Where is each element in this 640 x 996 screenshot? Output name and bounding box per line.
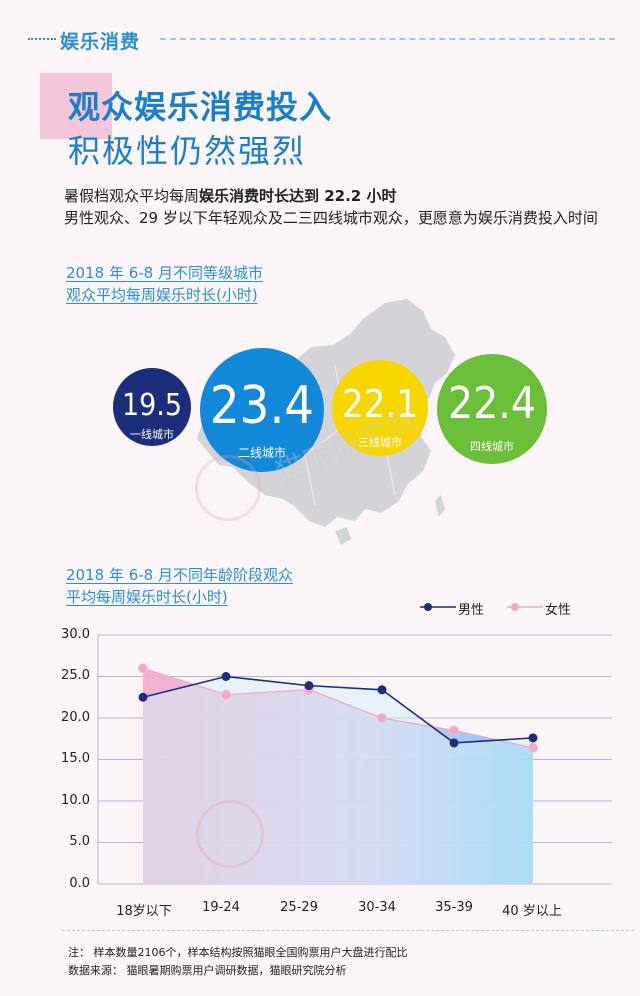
age-title-line2: 平均每周娱乐时长(小时) — [66, 588, 228, 606]
male-point — [138, 692, 148, 702]
bubble-tier3-label: 三线城市 — [358, 436, 402, 449]
ytick-25: 25.0 — [61, 668, 90, 683]
male-point — [304, 681, 314, 691]
headline-line2: 积极性仍然强烈 — [68, 132, 307, 170]
ytick-30: 30.0 — [61, 627, 90, 642]
xtick-2: 19-24 — [202, 900, 240, 915]
summary-line1: 暑假档观众平均每周娱乐消费时长达到 22.2 小时 — [64, 185, 396, 206]
bubble-tier2-value: 23.4 — [209, 376, 315, 436]
legend-male-swatch — [420, 603, 456, 611]
bubble-tier3: 22.1 三线城市 — [332, 360, 428, 456]
female-point — [448, 725, 460, 736]
xtick-1: 18岁以下 — [116, 904, 172, 919]
bubble-tier1-value: 19.5 — [121, 388, 183, 423]
legend-male-label: 男性 — [458, 603, 485, 618]
xtick-4: 30-34 — [358, 900, 396, 915]
bubble-tier4-value: 22.4 — [447, 378, 537, 429]
section-tag: 娱乐消费 — [60, 31, 141, 53]
male-point — [221, 672, 231, 681]
summary-line1-bold: 娱乐消费时长达到 22.2 小时 — [199, 187, 397, 205]
city-section-title: 2018 年 6-8 月不同等级城市 观众平均每周娱乐时长(小时) — [66, 262, 263, 306]
bubble-tier2-label: 二线城市 — [237, 446, 286, 460]
headline-line1: 观众娱乐消费投入 — [68, 88, 333, 126]
male-line — [142, 675, 534, 744]
ytick-20: 20.0 — [61, 710, 90, 725]
bubble-tier1-label: 一线城市 — [130, 428, 174, 441]
footnote-line2: 数据来源： 猫眼暑期购票用户调研数据，猫眼研究院分析 — [68, 964, 347, 977]
legend-female-swatch — [507, 603, 543, 611]
female-point — [527, 742, 539, 753]
female-line — [142, 667, 534, 749]
bubble-tier4: 22.4 四线城市 — [437, 354, 547, 464]
section-dots — [28, 38, 56, 40]
female-point — [137, 663, 149, 674]
footnote-line1: 注： 样本数量2106个，样本结构按照猫眼全国购票用户大盘进行配比 — [68, 946, 408, 959]
summary-line1-prefix: 暑假档观众平均每周 — [64, 187, 200, 205]
ytick-0: 0.0 — [69, 876, 90, 891]
watermark-logo-icon-2 — [196, 800, 264, 868]
city-title-line1: 2018 年 6-8 月不同等级城市 — [66, 264, 263, 282]
summary-line2: 男性观众、29 岁以下年轻观众及二三四线城市观众，更愿意为娱乐消费投入时间 — [64, 209, 598, 227]
age-chart-title: 2018 年 6-8 月不同年龄阶段观众 平均每周娱乐时长(小时) — [66, 564, 293, 608]
section-divider — [160, 38, 615, 40]
age-title-line1: 2018 年 6-8 月不同年龄阶段观众 — [66, 566, 293, 584]
male-point — [449, 738, 459, 748]
bubble-tier1: 19.5 一线城市 — [113, 368, 191, 446]
watermark-logo-icon — [195, 455, 261, 521]
xtick-5: 35-39 — [435, 900, 473, 915]
headline-accent — [40, 73, 112, 139]
legend-female-label: 女性 — [545, 603, 572, 618]
male-point — [377, 685, 387, 695]
female-point — [220, 689, 232, 700]
xtick-3: 25-29 — [280, 900, 318, 915]
female-point — [376, 712, 388, 724]
bubble-tier3-value: 22.1 — [341, 382, 419, 426]
bubble-tier4-label: 四线城市 — [470, 440, 514, 453]
city-title-line2: 观众平均每周娱乐时长(小时) — [66, 286, 258, 304]
footnote-divider — [62, 930, 634, 931]
ytick-5: 5.0 — [69, 834, 90, 849]
male-point — [528, 733, 538, 743]
ytick-10: 10.0 — [61, 793, 90, 808]
xtick-6: 40 岁以上 — [502, 904, 562, 919]
bubble-tier2: 23.4 二线城市 — [200, 348, 324, 472]
ytick-15: 15.0 — [61, 751, 90, 766]
